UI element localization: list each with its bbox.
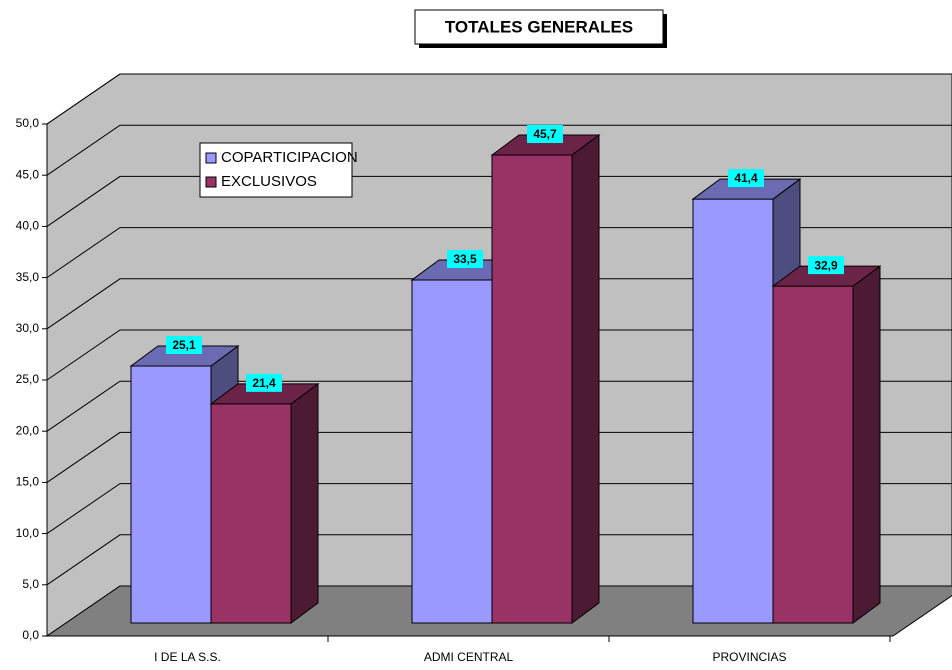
legend-label: COPARTICIPACION [221, 149, 358, 166]
data-label: 32,9 [814, 258, 838, 272]
grid-line [46, 329, 952, 381]
x-tick-label: I DE LA S.S. [154, 650, 221, 664]
bar-side [852, 265, 881, 624]
data-label-box [447, 249, 483, 268]
data-label: 25,1 [172, 338, 196, 352]
y-tick-label: 15,0 [16, 475, 40, 489]
grid-line [46, 534, 952, 586]
bar-top [691, 178, 802, 200]
bar-top [209, 383, 320, 405]
title-box [414, 9, 664, 45]
legend-label: EXCLUSIVOS [221, 173, 317, 190]
y-tick-label: 50,0 [16, 116, 40, 130]
bar-side [290, 382, 319, 624]
chart-title: TOTALES GENERALES [445, 17, 633, 36]
bar-top [490, 134, 601, 156]
x-tick-label: ADMI CENTRAL [424, 650, 514, 664]
data-label-box [527, 125, 563, 144]
data-label-box [808, 256, 844, 275]
data-label-box [246, 373, 282, 392]
y-tick-label: 35,0 [16, 270, 40, 284]
y-tick-label: 30,0 [16, 321, 40, 335]
data-label: 21,4 [252, 376, 276, 390]
y-tick-label: 10,0 [16, 526, 40, 540]
grid-line [46, 124, 952, 176]
bar-front [210, 403, 292, 624]
data-label: 45,7 [533, 127, 557, 141]
grid-line [46, 227, 952, 279]
bar-front [411, 279, 493, 624]
bar-front [692, 198, 774, 624]
legend-swatch [205, 176, 217, 188]
y-tick-label: 25,0 [16, 372, 40, 386]
grid-line [46, 73, 952, 125]
x-tick-label: PROVINCIAS [712, 650, 786, 664]
grid-line [46, 431, 952, 483]
data-label: 33,5 [453, 252, 477, 266]
data-label-box [728, 169, 764, 188]
data-label-box [166, 335, 202, 354]
y-tick-label: 0,0 [22, 628, 39, 642]
grid-line [46, 483, 952, 535]
bar-front [772, 285, 854, 624]
legend-swatch [205, 152, 217, 164]
bar-top [129, 345, 240, 367]
grid-line [46, 380, 952, 432]
y-tick-label: 5,0 [22, 577, 39, 591]
bar-top [771, 265, 882, 287]
y-tick-label: 40,0 [16, 219, 40, 233]
grid-line [46, 278, 952, 330]
bar-side [571, 134, 600, 624]
y-tick-label: 20,0 [16, 423, 40, 437]
bar-front [491, 154, 573, 624]
bar-front [130, 365, 212, 624]
y-tick-label: 45,0 [16, 167, 40, 181]
legend-box [199, 142, 353, 198]
data-label: 41,4 [734, 171, 758, 185]
grid-line [46, 175, 952, 227]
